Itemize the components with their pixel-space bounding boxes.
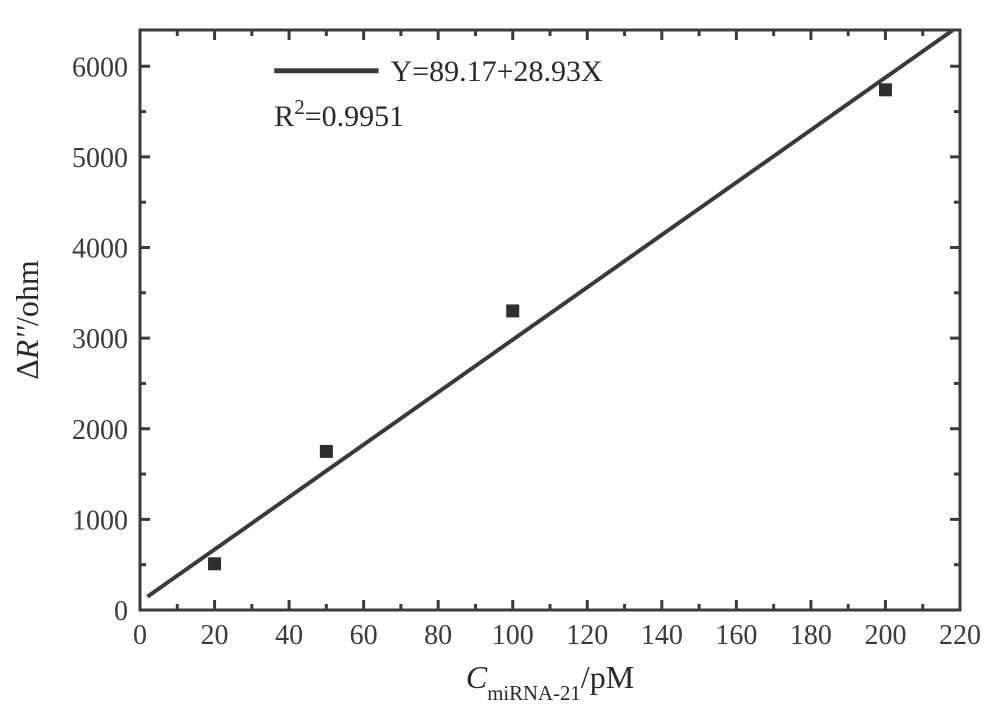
- x-tick-label: 140: [641, 620, 683, 651]
- y-tick-label: 3000: [72, 324, 128, 355]
- x-tick-label: 180: [790, 620, 832, 651]
- x-tick-label: 120: [566, 620, 608, 651]
- x-tick-label: 40: [275, 620, 303, 651]
- chart-svg: 0 20 40 60 80 100 120 140 160 180 200 220 0 1000 2000 3…: [0, 0, 1000, 727]
- x-tick-label: 20: [201, 620, 229, 651]
- y-tick-label: 2000: [72, 415, 128, 446]
- x-tick-label: 160: [715, 620, 757, 651]
- x-tick-label: 220: [939, 620, 981, 651]
- x-tick-label: 80: [424, 620, 452, 651]
- data-point: [879, 83, 892, 96]
- x-tick-label: 100: [492, 620, 534, 651]
- data-point: [208, 557, 221, 570]
- data-point: [320, 445, 333, 458]
- y-tick-label: 4000: [72, 234, 128, 265]
- y-tick-label: 6000: [72, 52, 128, 83]
- y-tick-label: 0: [114, 596, 128, 627]
- y-tick-label: 5000: [72, 143, 128, 174]
- y-axis-label: ΔR''/ohm: [9, 260, 45, 380]
- fit-equation: Y=89.17+28.93X: [391, 55, 604, 88]
- x-tick-label: 200: [864, 620, 906, 651]
- calibration-chart: 0 20 40 60 80 100 120 140 160 180 200 220 0 1000 2000 3…: [0, 0, 1000, 727]
- x-tick-label: 60: [350, 620, 378, 651]
- r-squared: R2=0.9951: [274, 95, 404, 133]
- y-tick-label: 1000: [72, 505, 128, 536]
- x-tick-label: 0: [133, 620, 147, 651]
- data-point: [506, 304, 519, 317]
